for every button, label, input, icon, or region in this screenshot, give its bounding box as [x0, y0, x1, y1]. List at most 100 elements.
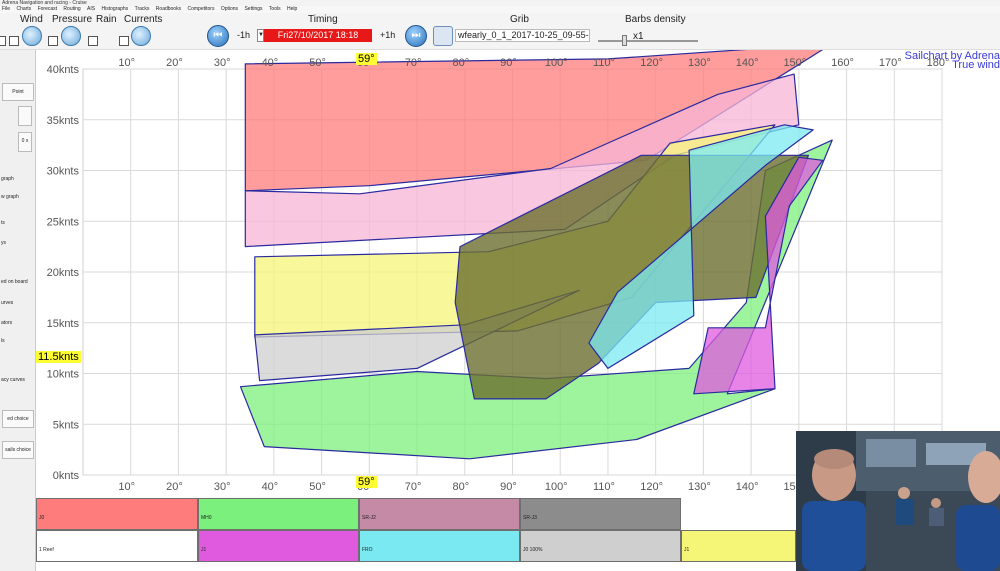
- legend-item[interactable]: J1: [198, 530, 359, 562]
- left-item-8[interactable]: ls: [1, 338, 5, 344]
- window-title: Adrena Navigation and racing - Cruise: [0, 0, 1000, 6]
- x-tick-label-top: 20°: [166, 57, 183, 69]
- video-frame: [796, 431, 1000, 571]
- menu-ais[interactable]: AIS: [87, 6, 96, 12]
- pressure-checkbox[interactable]: [48, 36, 58, 46]
- x-tick-label-bottom: 90°: [500, 481, 517, 493]
- step-back-button[interactable]: ⏮: [207, 25, 229, 47]
- x-tick-label-top: 10°: [118, 57, 135, 69]
- menu-charts[interactable]: Charts: [16, 6, 32, 12]
- legend-item[interactable]: 1 Reef: [36, 530, 198, 562]
- choice-button-2[interactable]: sails choice: [2, 441, 34, 459]
- menu-file[interactable]: File: [2, 6, 11, 12]
- numeric-field[interactable]: 0 x: [18, 132, 32, 152]
- x-tick-label-top: 70°: [405, 57, 422, 69]
- legend-item[interactable]: SR-J2: [359, 498, 520, 530]
- menu-forecast[interactable]: Forecast: [37, 6, 58, 12]
- y-tick-label: 35knts: [47, 115, 80, 127]
- toolbar: Wind Pressure Rain Currents Timing ⏮ -1h…: [0, 13, 1000, 50]
- x-tick-label-top: 90°: [500, 57, 517, 69]
- point-button[interactable]: Point: [2, 83, 34, 101]
- legend-item[interactable]: FRO: [359, 530, 520, 562]
- menu-settings[interactable]: Settings: [244, 6, 263, 12]
- left-item-4[interactable]: ys: [1, 240, 6, 246]
- legend-item[interactable]: MH0: [198, 498, 359, 530]
- minus-hour-button[interactable]: -1h: [237, 30, 251, 40]
- currents-checkbox[interactable]: [119, 36, 129, 46]
- wind-icon[interactable]: [22, 26, 42, 46]
- x-tick-label-bottom: 10°: [118, 481, 135, 493]
- y-tick-label: 10knts: [47, 369, 80, 381]
- left-item-2[interactable]: w graph: [1, 194, 19, 200]
- legend-item[interactable]: J0: [36, 498, 198, 530]
- grib-label: Grib: [510, 14, 529, 25]
- left-item-1[interactable]: graph: [1, 176, 14, 182]
- legend-item[interactable]: J0 100%: [520, 530, 681, 562]
- video-overlay: [796, 431, 1000, 571]
- x-tick-label-top: 30°: [214, 57, 231, 69]
- menu-tools[interactable]: Tools: [268, 6, 281, 12]
- left-item-7[interactable]: ators: [1, 320, 13, 326]
- x-tick-label-top: 170°: [879, 57, 902, 69]
- barbs-density-thumb[interactable]: [622, 35, 627, 46]
- menu-tracks[interactable]: Tracks: [134, 6, 150, 12]
- y-tick-label: 5knts: [53, 419, 80, 431]
- menu-competitors[interactable]: Competitors: [187, 6, 215, 12]
- x-tick-label-bottom: 80°: [452, 481, 469, 493]
- left-item-6[interactable]: urves: [1, 300, 14, 306]
- y-tick-label: 40knts: [47, 64, 80, 76]
- timing-dropdown-arrow[interactable]: ▼: [257, 29, 264, 42]
- rain-label: Rain: [96, 14, 117, 25]
- x-tick-label-bottom: 130°: [688, 481, 711, 493]
- currents-label: Currents: [124, 14, 163, 25]
- sail-area[interactable]: [693, 156, 824, 395]
- barbs-density-slider[interactable]: [598, 40, 698, 42]
- chart-subtitle: True wind: [952, 59, 1000, 71]
- left-item-3[interactable]: ts: [1, 220, 5, 226]
- sail-chart-svg[interactable]: 10°10°20°20°30°30°40°40°50°50°60°60°70°7…: [36, 50, 1000, 498]
- sail-chart[interactable]: 10°10°20°20°30°30°40°40°50°50°60°60°70°7…: [36, 50, 1000, 498]
- choice-button-1[interactable]: ed choice: [2, 410, 34, 428]
- wind-checkbox-left[interactable]: [0, 36, 6, 46]
- sail-areas: [239, 50, 833, 460]
- menu-bar: File Charts Forecast Routing AIS Histogr…: [0, 6, 1000, 13]
- x-tick-label-top: 160°: [831, 57, 854, 69]
- sail-area[interactable]: [244, 73, 800, 248]
- legend-item[interactable]: SR-J3: [520, 498, 681, 530]
- chart-title: Sailchart by Adrena: [904, 50, 1000, 62]
- x-tick-label-bottom: 70°: [405, 481, 422, 493]
- speed-marker: 11.5knts: [36, 351, 81, 363]
- menu-histographs[interactable]: Histographs: [101, 6, 129, 12]
- currents-icon[interactable]: [131, 26, 151, 46]
- step-forward-button[interactable]: ⏭: [405, 25, 427, 47]
- menu-options[interactable]: Options: [220, 6, 239, 12]
- x-tick-label-bottom: 100°: [545, 481, 568, 493]
- timing-field[interactable]: Fri27/10/2017 18:18: [264, 29, 372, 42]
- sail-area[interactable]: [588, 124, 814, 369]
- grib-field[interactable]: wfearly_0_1_2017-10-25_09-55-5: [455, 29, 590, 42]
- skip-back-icon: ⏮: [213, 30, 223, 41]
- x-tick-label-top: 110°: [593, 57, 615, 69]
- left-item-5[interactable]: ed on board: [1, 279, 28, 285]
- menu-routing[interactable]: Routing: [63, 6, 81, 12]
- x-tick-label-top: 50°: [309, 57, 326, 69]
- spinner-box[interactable]: [18, 106, 32, 126]
- left-item-9[interactable]: acy curves: [1, 377, 25, 383]
- axis-ticks: 10°10°20°20°30°30°40°40°50°50°60°60°70°7…: [47, 57, 950, 493]
- menu-help[interactable]: Help: [287, 6, 298, 12]
- pressure-label: Pressure: [52, 14, 93, 25]
- wind-label: Wind: [20, 14, 43, 25]
- wind-checkbox[interactable]: [9, 36, 19, 46]
- x-tick-label-bottom: 110°: [593, 481, 615, 493]
- menu-roadbooks[interactable]: Roadbooks: [155, 6, 182, 12]
- x-tick-label-top: 40°: [262, 57, 279, 69]
- grib-icon[interactable]: [433, 26, 453, 46]
- rain-checkbox[interactable]: [88, 36, 98, 46]
- x-tick-label-top: 180°: [927, 57, 950, 69]
- y-tick-label: 0knts: [53, 470, 80, 482]
- plus-hour-button[interactable]: +1h: [380, 30, 396, 40]
- legend-item[interactable]: J1: [681, 530, 796, 562]
- barbs-density-value: x1: [633, 31, 644, 42]
- y-tick-label: 25knts: [47, 216, 80, 228]
- pressure-icon[interactable]: [61, 26, 81, 46]
